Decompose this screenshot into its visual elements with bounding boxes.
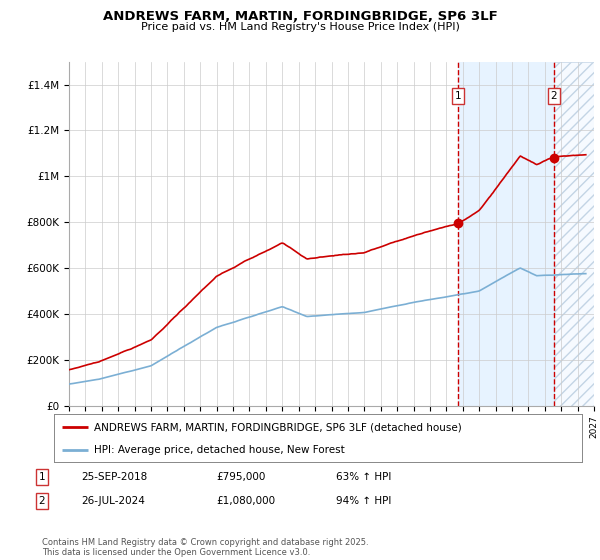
Text: ANDREWS FARM, MARTIN, FORDINGBRIDGE, SP6 3LF: ANDREWS FARM, MARTIN, FORDINGBRIDGE, SP6… <box>103 10 497 23</box>
Bar <box>554 62 594 406</box>
Text: 2: 2 <box>38 496 46 506</box>
Text: 1: 1 <box>455 91 461 101</box>
Text: £1,080,000: £1,080,000 <box>216 496 275 506</box>
Bar <box>458 62 554 406</box>
Text: Contains HM Land Registry data © Crown copyright and database right 2025.
This d: Contains HM Land Registry data © Crown c… <box>42 538 368 557</box>
Text: HPI: Average price, detached house, New Forest: HPI: Average price, detached house, New … <box>94 445 344 455</box>
Text: ANDREWS FARM, MARTIN, FORDINGBRIDGE, SP6 3LF (detached house): ANDREWS FARM, MARTIN, FORDINGBRIDGE, SP6… <box>94 422 461 432</box>
Bar <box>554 62 594 406</box>
Text: 25-SEP-2018: 25-SEP-2018 <box>81 472 147 482</box>
Text: Price paid vs. HM Land Registry's House Price Index (HPI): Price paid vs. HM Land Registry's House … <box>140 22 460 32</box>
Text: 26-JUL-2024: 26-JUL-2024 <box>81 496 145 506</box>
Text: 2: 2 <box>551 91 557 101</box>
Text: 94% ↑ HPI: 94% ↑ HPI <box>336 496 391 506</box>
Text: 63% ↑ HPI: 63% ↑ HPI <box>336 472 391 482</box>
Text: 1: 1 <box>38 472 46 482</box>
Text: £795,000: £795,000 <box>216 472 265 482</box>
